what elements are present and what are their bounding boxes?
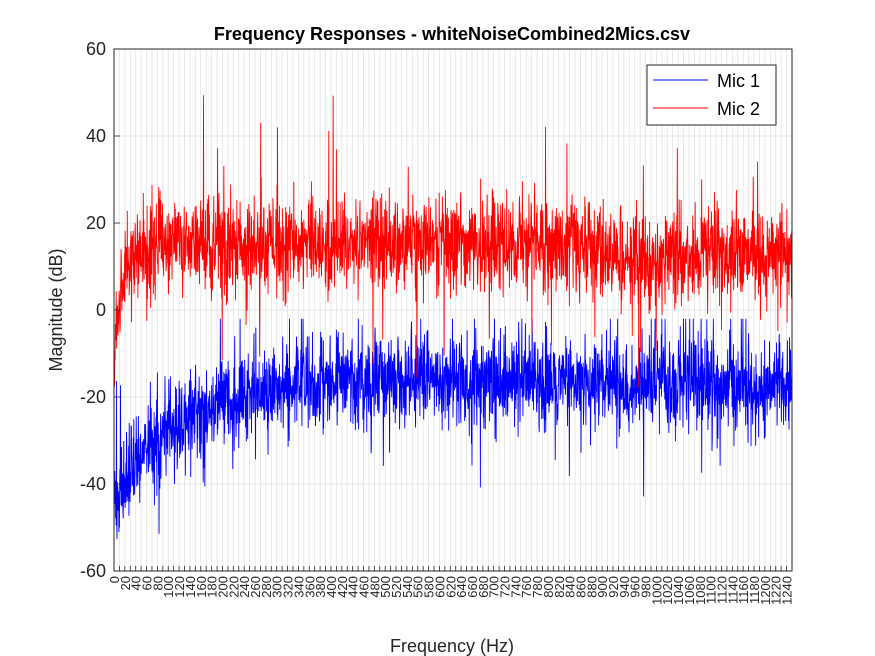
x-tick-label: 780 [530, 576, 545, 598]
x-tick-label: 1220 [769, 576, 784, 605]
series-line-mic-2 [113, 95, 793, 388]
x-axis-label: Frequency (Hz) [390, 636, 514, 656]
x-tick-label: 1080 [693, 576, 708, 605]
x-tick-label: 280 [259, 576, 274, 598]
axis-ticks [113, 48, 793, 572]
x-tick-label: 460 [357, 576, 372, 598]
legend-label-mic-2: Mic 2 [717, 99, 760, 119]
x-tick-label: 140 [183, 576, 198, 598]
y-tick-label: 20 [86, 213, 106, 233]
x-tick-label: 220 [226, 576, 241, 598]
x-tick-label: 760 [519, 576, 534, 598]
x-axis-tick-labels: 0204060801001201401601802002202402602803… [107, 576, 795, 605]
x-tick-label: 500 [378, 576, 393, 598]
x-tick-label: 240 [237, 576, 252, 598]
y-tick-label: 0 [96, 300, 106, 320]
x-tick-label: 920 [606, 576, 621, 598]
x-tick-label: 300 [270, 576, 285, 598]
x-tick-label: 520 [389, 576, 404, 598]
x-tick-label: 380 [313, 576, 328, 598]
y-axis-label: Magnitude (dB) [46, 248, 66, 371]
legend: Mic 1 Mic 2 [646, 64, 777, 126]
x-tick-label: 960 [628, 576, 643, 598]
x-tick-label: 80 [150, 576, 165, 590]
x-tick-label: 1000 [649, 576, 664, 605]
x-tick-label: 1240 [780, 576, 795, 605]
x-tick-label: 1040 [671, 576, 686, 605]
x-tick-label: 200 [215, 576, 230, 598]
x-tick-label: 260 [248, 576, 263, 598]
x-tick-label: 40 [129, 576, 144, 590]
x-tick-label: 880 [584, 576, 599, 598]
x-tick-label: 680 [476, 576, 491, 598]
x-tick-label: 720 [498, 576, 513, 598]
y-tick-label: -20 [80, 387, 106, 407]
x-tick-label: 0 [107, 576, 122, 583]
x-tick-label: 420 [335, 576, 350, 598]
x-tick-label: 1160 [736, 576, 751, 604]
x-tick-label: 820 [552, 576, 567, 598]
plot-area [113, 48, 793, 572]
x-tick-label: 100 [161, 576, 176, 598]
x-tick-label: 60 [140, 576, 155, 590]
x-tick-label: 1120 [714, 576, 729, 604]
x-tick-label: 980 [639, 576, 654, 598]
x-tick-label: 560 [411, 576, 426, 598]
legend-box [646, 64, 777, 126]
y-tick-label: -60 [80, 561, 106, 581]
x-tick-label: 1200 [758, 576, 773, 605]
x-tick-label: 1180 [747, 576, 762, 604]
x-tick-label: 1020 [660, 576, 675, 605]
x-tick-label: 620 [443, 576, 458, 598]
x-tick-label: 700 [487, 576, 502, 598]
x-tick-label: 660 [465, 576, 480, 598]
x-tick-label: 800 [541, 576, 556, 598]
x-tick-label: 600 [432, 576, 447, 598]
y-axis-tick-labels: -60 -40 -20 0 20 40 60 [80, 39, 106, 581]
x-tick-label: 180 [205, 576, 220, 598]
x-tick-label: 400 [324, 576, 339, 598]
y-tick-label: 40 [86, 126, 106, 146]
x-tick-label: 840 [563, 576, 578, 598]
series-line-mic-1 [113, 318, 793, 539]
x-tick-label: 1100 [704, 576, 719, 604]
x-tick-label: 860 [573, 576, 588, 598]
x-tick-label: 1140 [725, 576, 740, 604]
x-tick-label: 940 [617, 576, 632, 598]
x-tick-label: 480 [367, 576, 382, 598]
y-tick-label: 60 [86, 39, 106, 59]
x-tick-label: 740 [508, 576, 523, 598]
x-tick-label: 640 [454, 576, 469, 598]
x-tick-label: 160 [194, 576, 209, 598]
x-tick-label: 20 [118, 576, 133, 590]
x-tick-label: 1060 [682, 576, 697, 605]
x-tick-label: 900 [595, 576, 610, 598]
x-tick-label: 320 [281, 576, 296, 598]
x-tick-label: 540 [400, 576, 415, 598]
x-tick-label: 440 [346, 576, 361, 598]
y-tick-label: -40 [80, 474, 106, 494]
x-tick-label: 340 [291, 576, 306, 598]
legend-label-mic-1: Mic 1 [717, 71, 760, 91]
x-tick-label: 120 [172, 576, 187, 598]
chart-title: Frequency Responses - whiteNoiseCombined… [214, 24, 690, 44]
x-tick-label: 580 [422, 576, 437, 598]
series-lines [113, 95, 793, 539]
x-tick-label: 360 [302, 576, 317, 598]
